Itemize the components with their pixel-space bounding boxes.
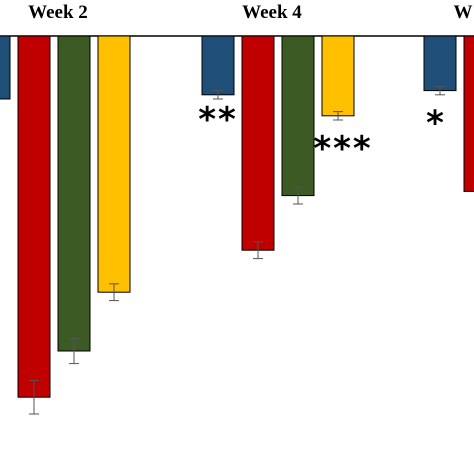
bar [17,35,51,398]
bar [423,35,457,92]
significance-marker: *** [313,129,372,169]
significance-marker: ** [198,100,238,140]
bar [97,35,131,293]
bar [281,35,315,197]
significance-marker: * [426,104,446,144]
bar [201,35,235,96]
group-title: W [454,2,473,23]
group-title: Week 4 [242,2,302,23]
bar [463,35,474,192]
group-title: Week 2 [28,2,88,23]
bar [321,35,355,117]
bar [241,35,275,251]
bar [57,35,91,352]
bar [0,35,11,100]
